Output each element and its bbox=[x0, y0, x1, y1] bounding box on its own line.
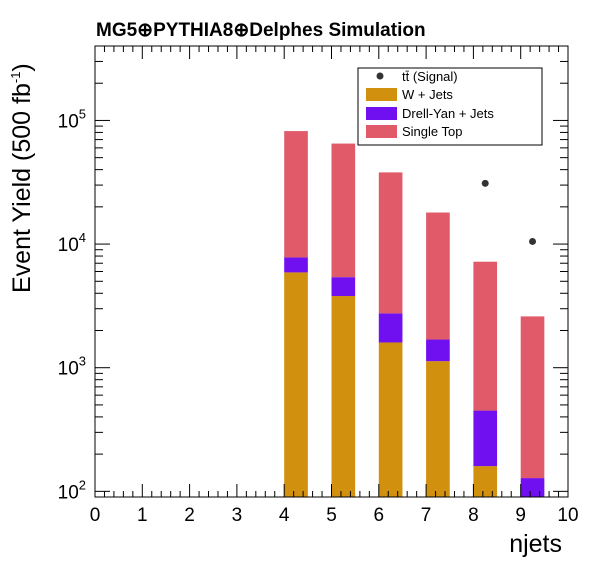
x-tick-label: 2 bbox=[184, 505, 195, 526]
x-tick-label: 0 bbox=[90, 505, 101, 526]
bar-w-jets-bin-8 bbox=[473, 466, 498, 497]
legend-signal-marker bbox=[376, 72, 384, 80]
bar-drell-yan-jets-bin-6 bbox=[378, 313, 403, 343]
y-tick-exponent: 4 bbox=[79, 230, 86, 245]
legend-box bbox=[357, 67, 543, 146]
x-tick-label: 8 bbox=[468, 505, 479, 526]
bar-drell-yan-jets-bin-9 bbox=[520, 478, 545, 497]
bar-drell-yan-jets-bin-4 bbox=[284, 257, 308, 273]
legend-single-top-label: Single Top bbox=[402, 124, 462, 139]
y-tick-label: 102 bbox=[58, 477, 86, 503]
axis-ticks bbox=[94, 45, 569, 497]
legend-w-jets-swatch bbox=[366, 88, 397, 101]
bar-w-jets-bin-4 bbox=[284, 272, 308, 497]
signal-layer bbox=[481, 179, 537, 245]
bar-w-jets-bin-6 bbox=[378, 342, 403, 497]
y-tick-label: 104 bbox=[58, 230, 86, 256]
signal-point-1 bbox=[529, 237, 537, 245]
y-tick-base: 10 bbox=[58, 359, 79, 380]
bar-single-top-bin-7 bbox=[426, 212, 450, 340]
y-tick-exponent: 5 bbox=[79, 106, 86, 121]
bar-single-top-bin-9 bbox=[520, 316, 545, 479]
bar-single-top-bin-8 bbox=[473, 261, 498, 411]
x-tick-label: 3 bbox=[232, 505, 243, 526]
bar-layer bbox=[284, 131, 545, 497]
signal-point-0 bbox=[481, 179, 489, 187]
y-axis-title-main: Event Yield (500 fb bbox=[8, 83, 36, 293]
x-tick-label: 10 bbox=[557, 505, 578, 526]
x-tick-label: 5 bbox=[326, 505, 337, 526]
x-tick-label: 7 bbox=[421, 505, 432, 526]
legend: tt̄ (Signal) W + Jets Drell-Yan + Jets S… bbox=[357, 67, 543, 146]
bar-single-top-bin-5 bbox=[331, 143, 356, 278]
bar-single-top-bin-4 bbox=[284, 131, 308, 258]
chart-title: MG5⊕PYTHIA8⊕Delphes Simulation bbox=[96, 20, 426, 41]
y-tick-label: 103 bbox=[58, 354, 86, 380]
bar-single-top-bin-6 bbox=[378, 172, 403, 314]
legend-drell-yan-swatch bbox=[366, 107, 397, 120]
legend-drell-yan-label: Drell-Yan + Jets bbox=[402, 106, 494, 121]
legend-signal-label: tt̄ (Signal) bbox=[402, 69, 458, 84]
bar-w-jets-bin-7 bbox=[426, 361, 450, 497]
y-axis-title-exp: -1 bbox=[8, 72, 23, 84]
y-axis-title-suffix: ) bbox=[8, 63, 36, 71]
y-tick-label: 105 bbox=[58, 106, 86, 132]
y-tick-exponent: 2 bbox=[79, 477, 86, 492]
bar-drell-yan-jets-bin-7 bbox=[426, 339, 450, 362]
y-tick-base: 10 bbox=[58, 235, 79, 256]
bar-w-jets-bin-5 bbox=[331, 296, 356, 497]
x-tick-label: 4 bbox=[279, 505, 290, 526]
y-tick-base: 10 bbox=[58, 111, 79, 132]
x-tick-label: 1 bbox=[137, 505, 148, 526]
bar-drell-yan-jets-bin-5 bbox=[331, 277, 356, 297]
x-tick-label: 6 bbox=[374, 505, 385, 526]
y-axis-title: Event Yield (500 fb-1) bbox=[8, 63, 36, 293]
y-tick-exponent: 3 bbox=[79, 354, 86, 369]
legend-w-jets-label: W + Jets bbox=[402, 87, 453, 102]
x-axis-title: njets bbox=[509, 530, 562, 558]
y-tick-base: 10 bbox=[58, 482, 79, 503]
bar-drell-yan-jets-bin-8 bbox=[473, 410, 498, 467]
legend-single-top-swatch bbox=[366, 125, 397, 138]
x-tick-label: 9 bbox=[515, 505, 526, 526]
x-tick-labels: 0 1 2 3 4 5 6 7 8 9 10 bbox=[90, 505, 579, 526]
